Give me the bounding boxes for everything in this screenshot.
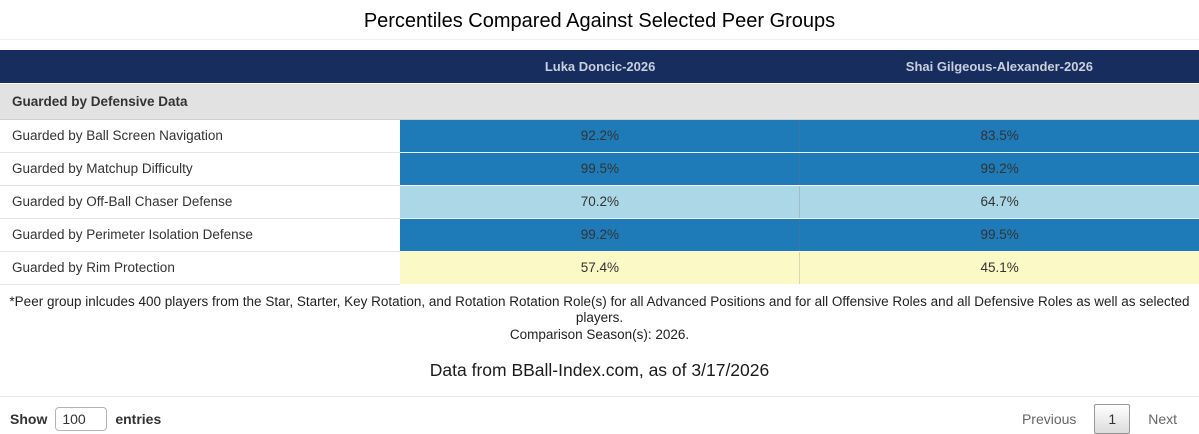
table-row: Guarded by Ball Screen Navigation 92.2% … bbox=[0, 119, 1199, 153]
percentile-cell: 99.5% bbox=[400, 152, 800, 186]
section-header-row: Guarded by Defensive Data bbox=[0, 82, 1199, 120]
section-header-label: Guarded by Defensive Data bbox=[0, 82, 1199, 120]
percentile-cell: 99.2% bbox=[400, 218, 800, 252]
table-header-row: Luka Doncic-2026 Shai Gilgeous-Alexander… bbox=[0, 50, 1199, 83]
entries-input[interactable] bbox=[55, 407, 108, 431]
percentiles-comparison-table: Luka Doncic-2026 Shai Gilgeous-Alexander… bbox=[0, 50, 1199, 285]
previous-button[interactable]: Previous bbox=[1021, 411, 1077, 427]
player-column-header-shai: Shai Gilgeous-Alexander-2026 bbox=[799, 50, 1199, 83]
peer-group-footnote: *Peer group inlcudes 400 players from th… bbox=[0, 294, 1199, 344]
percentile-cell: 57.4% bbox=[400, 251, 800, 285]
row-label: Guarded by Off-Ball Chaser Defense bbox=[0, 185, 401, 219]
percentile-cell: 99.5% bbox=[799, 218, 1199, 252]
table-row: Guarded by Rim Protection 57.4% 45.1% bbox=[0, 251, 1199, 285]
row-label: Guarded by Perimeter Isolation Defense bbox=[0, 218, 401, 252]
row-label: Guarded by Matchup Difficulty bbox=[0, 152, 401, 186]
table-row: Guarded by Perimeter Isolation Defense 9… bbox=[0, 218, 1199, 252]
percentile-cell: 99.2% bbox=[799, 152, 1199, 186]
data-source-note: Data from BBall-Index.com, as of 3/17/20… bbox=[429, 360, 770, 380]
show-label: Show bbox=[10, 411, 48, 427]
percentile-cell: 64.7% bbox=[799, 185, 1199, 219]
footnote-line-2: Comparison Season(s): 2026. bbox=[509, 326, 690, 342]
row-label: Guarded by Ball Screen Navigation bbox=[0, 119, 401, 153]
pagination: Previous 1 Next bbox=[1014, 404, 1185, 434]
page-1-button[interactable]: 1 bbox=[1094, 404, 1131, 434]
title-divider bbox=[0, 39, 1199, 40]
next-button[interactable]: Next bbox=[1148, 411, 1177, 427]
percentile-cell: 45.1% bbox=[799, 251, 1199, 285]
percentile-cell: 92.2% bbox=[400, 119, 800, 153]
percentile-cell: 70.2% bbox=[400, 185, 800, 219]
table-row: Guarded by Matchup Difficulty 99.5% 99.2… bbox=[0, 152, 1199, 186]
table-row: Guarded by Off-Ball Chaser Defense 70.2%… bbox=[0, 185, 1199, 219]
show-entries-control: Show entries bbox=[10, 407, 161, 431]
page-title: Percentiles Compared Against Selected Pe… bbox=[363, 10, 836, 32]
player-column-header-luka: Luka Doncic-2026 bbox=[400, 50, 800, 83]
corner-header-cell bbox=[0, 50, 401, 83]
percentile-cell: 83.5% bbox=[799, 119, 1199, 153]
entries-label: entries bbox=[115, 411, 162, 427]
row-label: Guarded by Rim Protection bbox=[0, 251, 401, 285]
footnote-line-1: *Peer group inlcudes 400 players from th… bbox=[9, 293, 1190, 326]
table-footer-bar: Show entries Previous 1 Next bbox=[0, 396, 1199, 434]
